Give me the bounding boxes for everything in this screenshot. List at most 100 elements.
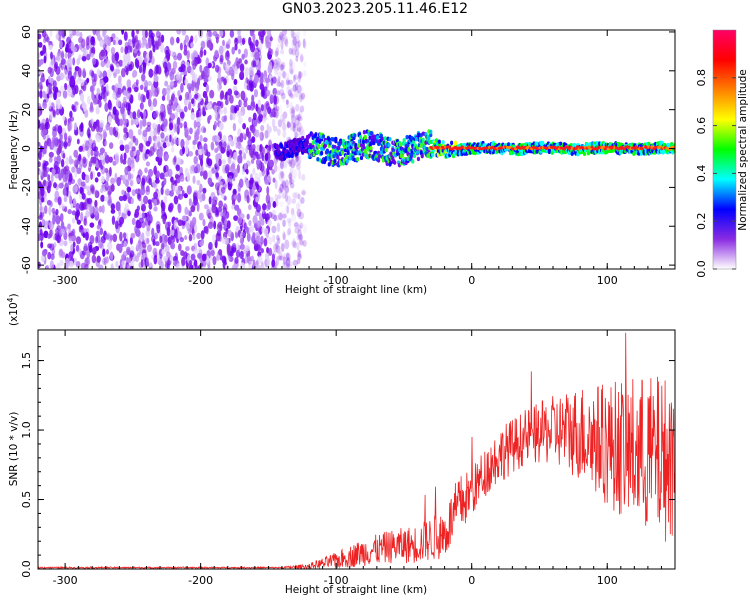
noise-speck [275, 244, 281, 254]
noise-speck [71, 217, 76, 224]
noise-speck [155, 30, 160, 37]
noise-speck [49, 30, 53, 37]
noise-speck [110, 203, 116, 211]
noise-speck [140, 103, 144, 111]
noise-speck [298, 109, 302, 119]
noise-speck [59, 259, 64, 267]
noise-speck [206, 157, 210, 165]
noise-speck [297, 253, 302, 260]
noise-speck [255, 204, 261, 213]
noise-speck [193, 248, 198, 255]
noise-speck [239, 237, 244, 245]
noise-speck [48, 44, 53, 50]
signal-speck [366, 139, 370, 144]
noise-speck [67, 223, 71, 230]
noise-speck [110, 65, 115, 72]
noise-speck [244, 59, 248, 65]
noise-speck [231, 264, 237, 269]
noise-speck [180, 250, 185, 257]
noise-speck [288, 219, 292, 228]
noise-speck [169, 80, 175, 87]
noise-speck [152, 111, 159, 119]
noise-speck [280, 41, 284, 50]
noise-speck [117, 87, 123, 95]
noise-speck [252, 232, 256, 238]
noise-speck [291, 48, 296, 56]
noise-speck [252, 259, 256, 268]
noise-speck [298, 234, 303, 242]
noise-speck [225, 43, 231, 49]
noise-speck [295, 36, 300, 45]
noise-speck [94, 177, 99, 183]
noise-speck [211, 167, 216, 174]
noise-speck [286, 82, 290, 90]
noise-speck [246, 226, 249, 235]
noise-speck [134, 39, 140, 50]
noise-speck [256, 144, 260, 152]
noise-speck [294, 191, 299, 199]
noise-speck [38, 102, 42, 109]
spectrogram-y-label: Frequency (Hz) [8, 110, 20, 189]
noise-speck [41, 218, 46, 228]
noise-speck [62, 90, 68, 99]
noise-speck [208, 31, 213, 38]
noise-speck [39, 229, 43, 236]
noise-speck [96, 135, 102, 143]
noise-speck [298, 130, 303, 139]
noise-speck [59, 85, 65, 94]
signal-speck [323, 143, 328, 148]
noise-speck [202, 218, 206, 227]
noise-speck [73, 197, 77, 207]
noise-speck [83, 243, 88, 251]
noise-speck [73, 159, 79, 168]
signal-speck [431, 152, 435, 158]
noise-speck [291, 32, 295, 43]
noise-speck [297, 74, 302, 84]
signal-speck [341, 138, 346, 144]
noise-speck [191, 71, 196, 81]
noise-speck [214, 182, 220, 191]
noise-speck [211, 204, 217, 214]
noise-speck [177, 219, 183, 227]
signal-speck [305, 140, 310, 145]
noise-speck [265, 77, 271, 84]
noise-speck [145, 161, 151, 167]
noise-speck [293, 123, 299, 134]
noise-speck [167, 106, 172, 115]
noise-speck [294, 49, 300, 58]
noise-speck [167, 168, 173, 178]
noise-speck [290, 61, 296, 72]
noise-speck [96, 108, 100, 114]
noise-speck [98, 239, 104, 249]
noise-speck [130, 197, 134, 205]
noise-speck [205, 95, 209, 105]
noise-speck [223, 256, 227, 266]
noise-speck [281, 179, 286, 188]
noise-speck [131, 217, 136, 226]
noise-speck [122, 96, 127, 105]
noise-speck [137, 128, 142, 136]
noise-speck [42, 179, 47, 187]
y-tick-label: -20 [20, 178, 33, 196]
noise-speck [239, 250, 245, 260]
signal-speck [398, 142, 403, 147]
noise-speck [199, 134, 203, 142]
noise-speck [95, 230, 100, 237]
noise-speck [225, 63, 230, 72]
noise-speck [99, 154, 105, 161]
signal-speck [325, 149, 329, 154]
noise-speck [184, 235, 188, 241]
noise-speck [231, 204, 235, 210]
noise-speck [90, 52, 95, 59]
noise-speck [52, 137, 58, 147]
noise-speck [95, 123, 100, 133]
noise-speck [247, 204, 252, 211]
noise-speck [99, 39, 104, 48]
noise-speck [273, 94, 278, 105]
noise-speck [84, 263, 89, 269]
noise-speck [280, 114, 284, 123]
noise-speck [187, 65, 192, 72]
noise-speck [121, 253, 125, 260]
noise-speck [49, 243, 55, 251]
noise-speck [196, 248, 202, 255]
